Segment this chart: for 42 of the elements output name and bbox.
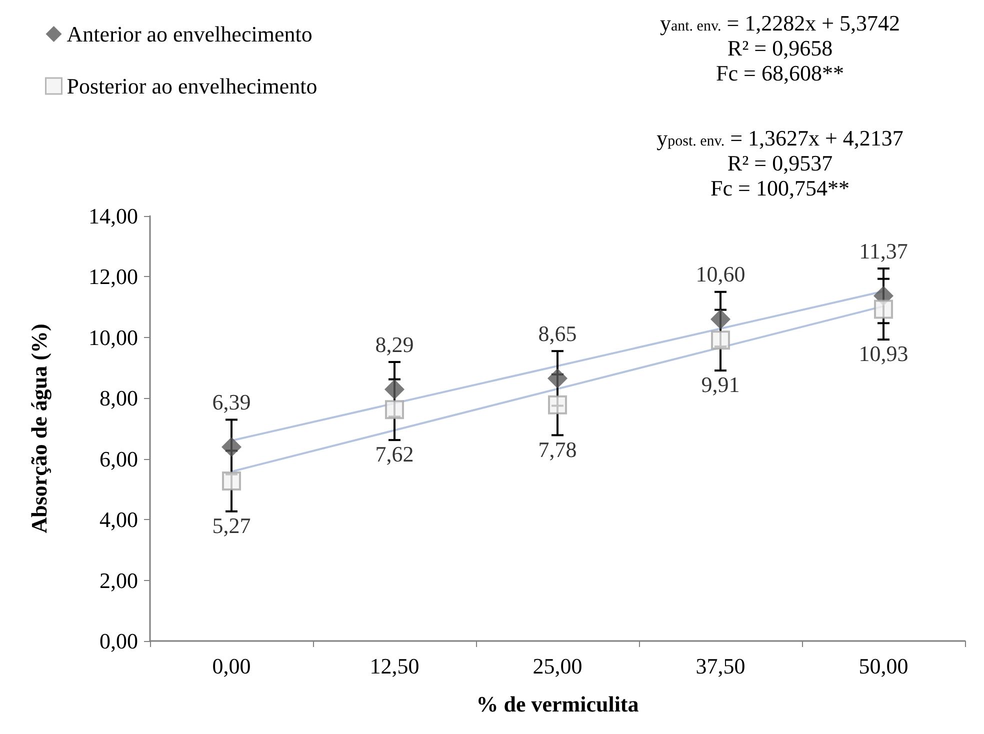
- point: [384, 379, 404, 400]
- legend-label: Anterior ao envelhecimento: [66, 22, 312, 46]
- point: [548, 368, 568, 388]
- text: ypost. env. = 1,3627x + 4,2137: [656, 126, 904, 150]
- point: [222, 437, 242, 458]
- data-label: 10,93: [858, 341, 908, 366]
- x-tick-label: 37,50: [696, 654, 746, 678]
- point: [222, 472, 241, 491]
- y-tick-label: 6,00: [100, 446, 138, 472]
- x-tick-label: 0,00: [212, 654, 251, 678]
- legend-label: Posterior ao envelhecimento: [66, 74, 318, 98]
- data-label: 5,27: [212, 513, 251, 538]
- y-tick-label: 0,00: [100, 628, 138, 654]
- x-tick-label: 50,00: [858, 654, 908, 678]
- data-label: 9,91: [701, 372, 740, 398]
- point: [385, 400, 404, 420]
- data-label: 8,29: [375, 332, 414, 357]
- y-tick-label: 8,00: [100, 386, 138, 411]
- y-tick-label: 10,00: [88, 324, 138, 350]
- text: Fc = 100,754**: [710, 176, 850, 200]
- data-label: 7,78: [538, 436, 577, 462]
- point: [710, 309, 730, 330]
- data-label: 7,62: [375, 442, 414, 467]
- text: yant. env. = 1,2282x + 5,3742: [660, 10, 900, 36]
- y-tick-label: 4,00: [100, 507, 138, 532]
- y-tick-label: 14,00: [88, 204, 138, 228]
- x-axis-title: % de vermiculita: [476, 692, 639, 716]
- text: Fc = 68,608**: [716, 60, 844, 86]
- text: R² = 0,9658: [727, 36, 833, 60]
- y-tick-label: 2,00: [100, 568, 138, 593]
- x-tick-label: 25,00: [532, 654, 582, 678]
- text: R² = 0,9537: [727, 150, 833, 176]
- point: [711, 330, 730, 350]
- x-tick-label: 12,50: [370, 654, 420, 678]
- data-label: 6,39: [212, 390, 251, 415]
- data-label: 10,60: [696, 262, 746, 287]
- point: [874, 300, 893, 319]
- point: [548, 395, 567, 414]
- data-label: 11,37: [859, 238, 908, 264]
- data-label: 8,65: [538, 320, 577, 346]
- y-axis-title: Absorção de água (%): [26, 324, 52, 534]
- y-tick-label: 12,00: [88, 264, 138, 290]
